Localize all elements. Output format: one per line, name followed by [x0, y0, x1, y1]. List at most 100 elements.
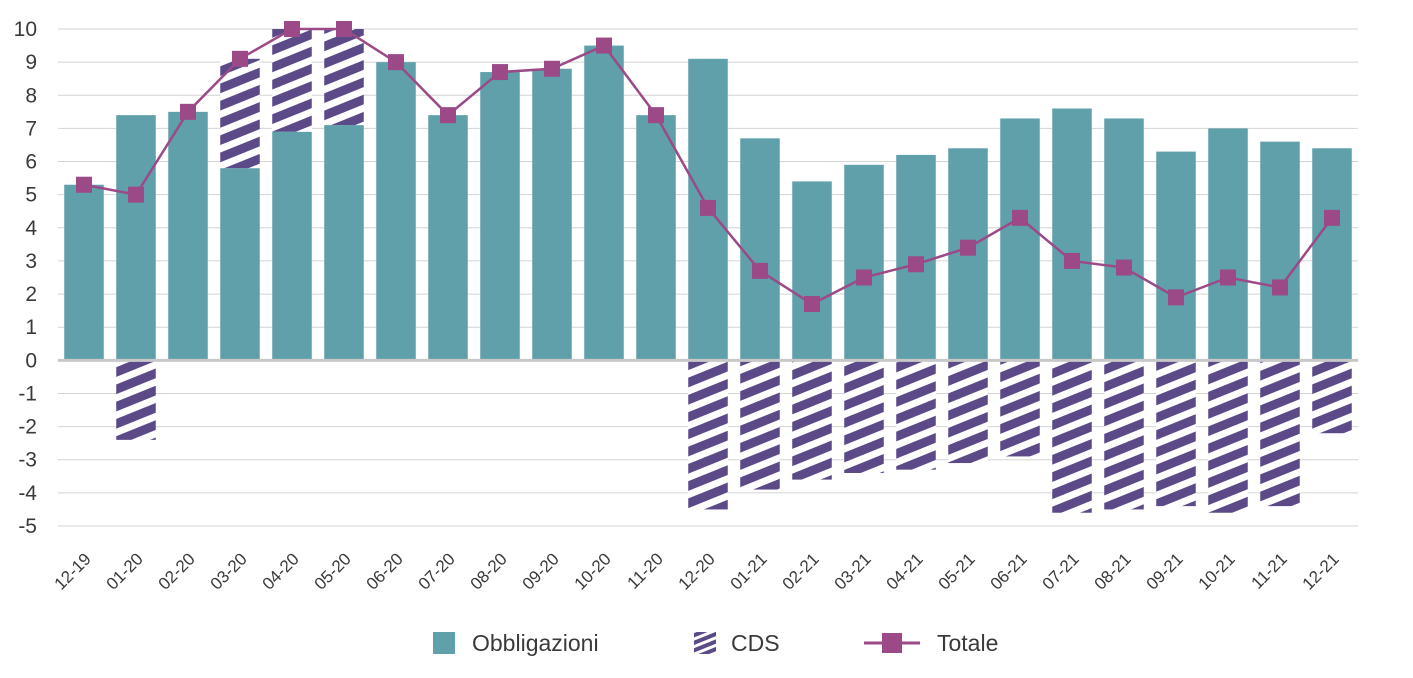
- totale-line-series: [76, 21, 1340, 313]
- x-tick-label-05-21: 05-21: [935, 549, 979, 593]
- totale-marker-10-21: [1220, 269, 1236, 286]
- totale-marker-03-21: [856, 269, 872, 286]
- x-tick-label-03-21: 03-21: [831, 549, 875, 593]
- totale-marker-06-20: [388, 54, 404, 71]
- bar-obbligazioni-04-20: [272, 131, 312, 361]
- totale-marker-08-20: [492, 64, 508, 81]
- y-tick-label-5: 5: [25, 184, 37, 207]
- bar-obbligazioni-12-21: [1312, 148, 1352, 361]
- x-tick-label-12-20: 12-20: [675, 549, 719, 593]
- totale-marker-09-20: [544, 60, 560, 77]
- totale-marker-08-21: [1116, 259, 1132, 276]
- totale-marker-09-21: [1168, 289, 1184, 306]
- y-tick-label-2: 2: [25, 283, 37, 306]
- bar-cds-06-21: [1000, 360, 1040, 457]
- bar-obbligazioni-09-20: [532, 68, 572, 361]
- bar-obbligazioni-09-21: [1156, 151, 1196, 361]
- x-tick-label-07-20: 07-20: [415, 549, 459, 593]
- bar-cds-04-21: [896, 360, 936, 470]
- bar-cds-04-20: [272, 29, 312, 132]
- bar-obbligazioni-01-20: [116, 115, 156, 361]
- x-tick-label-09-20: 09-20: [519, 549, 563, 593]
- x-tick-label-01-20: 01-20: [103, 549, 147, 593]
- totale-marker-05-20: [336, 21, 352, 37]
- legend-cds-swatch: [694, 632, 716, 654]
- x-tick-label-04-20: 04-20: [259, 549, 303, 593]
- totale-marker-02-20: [180, 103, 196, 120]
- bar-obbligazioni-08-20: [480, 72, 520, 361]
- bar-obbligazioni-02-21: [792, 181, 832, 361]
- x-tick-label-06-21: 06-21: [987, 549, 1031, 593]
- x-tick-label-03-20: 03-20: [207, 549, 251, 593]
- bar-cds-05-21: [948, 360, 988, 464]
- legend-totale-label: Totale: [937, 630, 998, 656]
- bar-obbligazioni-08-21: [1104, 118, 1144, 361]
- x-tick-label-08-20: 08-20: [467, 549, 511, 593]
- x-tick-label-02-21: 02-21: [779, 549, 823, 593]
- totale-marker-10-20: [596, 37, 612, 54]
- bar-cds-05-20: [324, 29, 364, 126]
- legend-cds-label: CDS: [731, 630, 780, 656]
- bar-obbligazioni-11-20: [636, 115, 676, 361]
- totale-marker-04-20: [284, 21, 300, 37]
- bar-cds-02-21: [792, 360, 832, 480]
- bar-cds-01-20: [116, 360, 156, 440]
- y-tick-label-4: 4: [25, 217, 37, 240]
- totale-marker-05-21: [960, 239, 976, 256]
- x-tick-label-01-21: 01-21: [727, 549, 771, 593]
- y-tick-label-1: 1: [25, 316, 37, 339]
- bar-cds-09-21: [1156, 360, 1196, 507]
- x-tick-label-12-19: 12-19: [51, 549, 95, 593]
- bar-obbligazioni-06-21: [1000, 118, 1040, 361]
- y-tick-label-9: 9: [25, 51, 37, 74]
- totale-marker-01-21: [752, 262, 768, 279]
- x-tick-label-06-20: 06-20: [363, 549, 407, 593]
- bar-obbligazioni-07-21: [1052, 108, 1092, 361]
- legend: Obbligazioni CDS Totale: [433, 630, 998, 656]
- legend-obbligazioni-label: Obbligazioni: [472, 630, 599, 656]
- bars: [64, 29, 1352, 513]
- x-tick-label-11-21: 11-21: [1248, 549, 1291, 592]
- totale-marker-12-20: [700, 199, 716, 216]
- y-tick-label-6: 6: [25, 151, 37, 174]
- x-tick-label-11-20: 11-20: [624, 549, 667, 592]
- legend-obbligazioni-swatch: [433, 632, 455, 654]
- bar-cds-12-21: [1312, 360, 1352, 434]
- x-tick-label-08-21: 08-21: [1091, 549, 1135, 593]
- bar-obbligazioni-02-20: [168, 111, 208, 361]
- bar-cds-08-21: [1104, 360, 1144, 510]
- totale-marker-12-19: [76, 176, 92, 193]
- totale-marker-01-20: [128, 186, 144, 203]
- bar-obbligazioni-03-21: [844, 164, 884, 361]
- y-tick-label--3: -3: [18, 449, 37, 472]
- bar-obbligazioni-10-21: [1208, 128, 1248, 361]
- x-tick-label-10-21: 10-21: [1195, 549, 1239, 593]
- totale-marker-11-21: [1272, 279, 1288, 296]
- bar-cds-12-20: [688, 360, 728, 510]
- x-tick-label-12-21: 12-21: [1299, 549, 1343, 593]
- bar-obbligazioni-06-20: [376, 62, 416, 361]
- x-tick-label-10-20: 10-20: [571, 549, 615, 593]
- bar-cds-10-21: [1208, 360, 1248, 513]
- bar-cds-03-21: [844, 360, 884, 473]
- bar-cds-07-21: [1052, 360, 1092, 513]
- y-tick-label-0: 0: [25, 349, 37, 372]
- x-tick-label-02-20: 02-20: [155, 549, 199, 593]
- y-tick-label--1: -1: [18, 382, 37, 405]
- bar-obbligazioni-12-19: [64, 184, 104, 361]
- totale-marker-06-21: [1012, 209, 1028, 226]
- x-axis-tick-labels: 12-19 01-20 02-20 03-20 04-20 05-20 06-20 07-20…: [51, 549, 1343, 593]
- bar-cds-01-21: [740, 360, 780, 490]
- x-tick-label-09-21: 09-21: [1143, 549, 1187, 593]
- totale-marker-12-21: [1324, 209, 1340, 226]
- x-tick-label-07-21: 07-21: [1039, 549, 1083, 593]
- y-tick-label-7: 7: [25, 117, 37, 140]
- totale-marker-07-21: [1064, 252, 1080, 269]
- y-tick-label--2: -2: [18, 416, 37, 439]
- y-tick-label-10: 10: [14, 18, 37, 41]
- legend-totale-marker: [882, 633, 902, 653]
- bar-cds-11-21: [1260, 360, 1300, 507]
